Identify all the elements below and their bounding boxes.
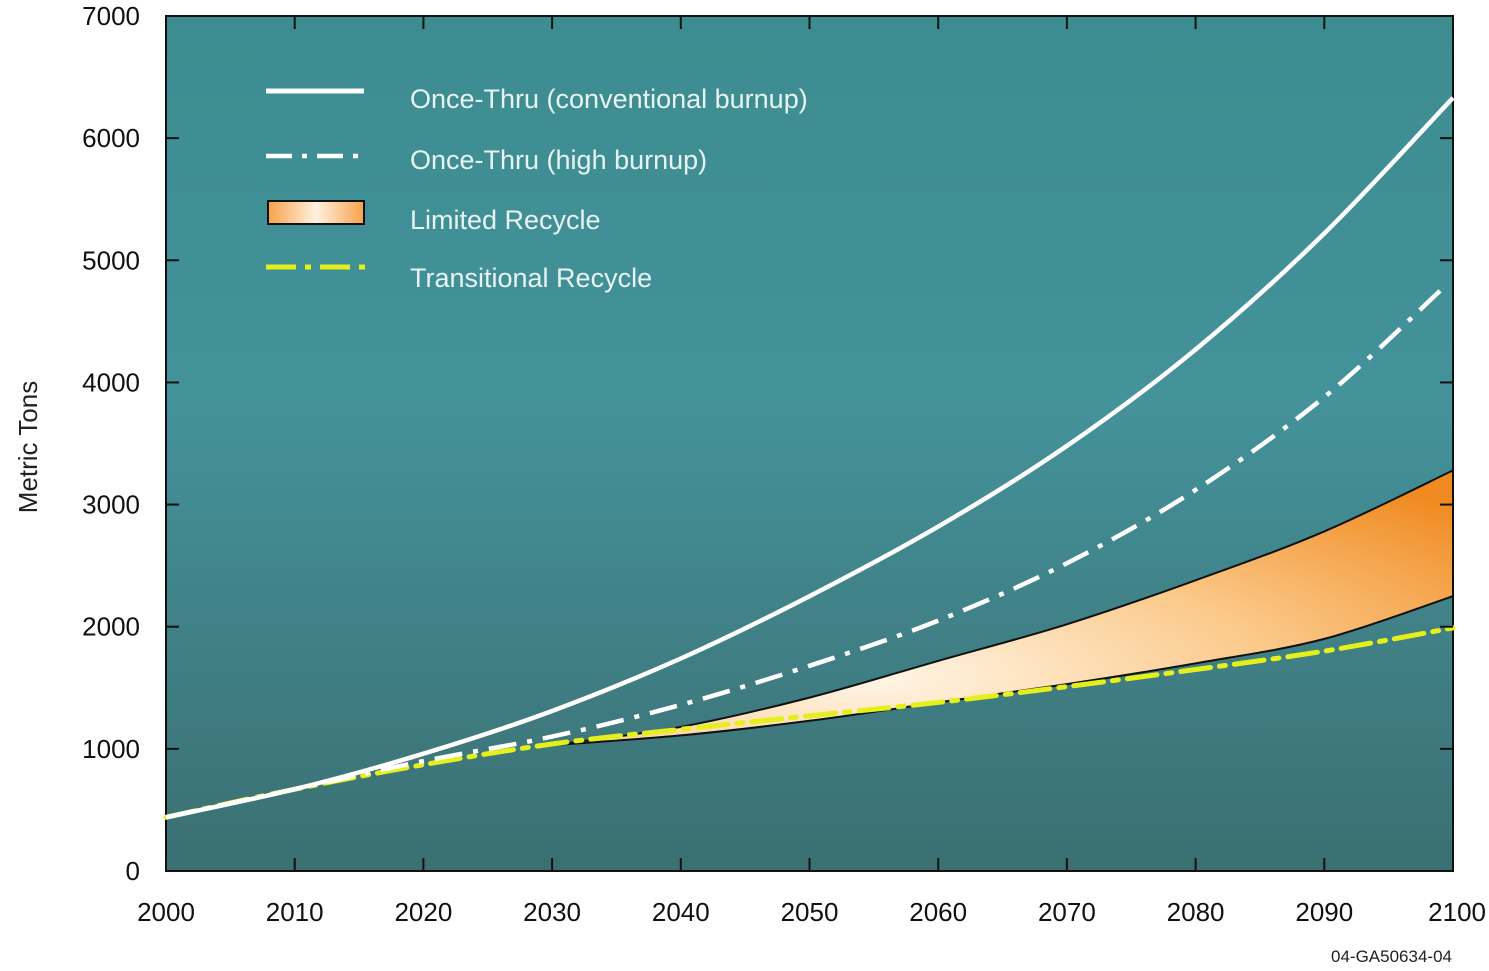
x-tick-label-2030: 2030 xyxy=(523,897,581,927)
x-tick-label-2020: 2020 xyxy=(394,897,452,927)
y-tick-label-1000: 1000 xyxy=(82,734,140,764)
y-tick-label-5000: 5000 xyxy=(82,245,140,275)
x-tick-label-2100: 2100 xyxy=(1428,897,1486,927)
y-tick-label-7000: 7000 xyxy=(82,1,140,31)
x-tick-label-2000: 2000 xyxy=(137,897,195,927)
y-tick-labels: 0 1000 2000 3000 4000 5000 6000 7000 xyxy=(82,1,140,886)
x-tick-label-2060: 2060 xyxy=(909,897,967,927)
legend-label-once-thru-high: Once-Thru (high burnup) xyxy=(410,145,707,175)
plot-background xyxy=(165,15,1454,872)
legend-swatch-limited-recycle xyxy=(267,200,365,225)
series-line-transitional-recycle xyxy=(163,625,1456,820)
series-layer xyxy=(163,96,1456,820)
x-tick-label-2010: 2010 xyxy=(266,897,324,927)
legend-label-transitional-recycle: Transitional Recycle xyxy=(410,263,652,293)
x-tick-labels: 2000 2010 2020 2030 2040 2050 2060 2070 2080 2090… xyxy=(137,897,1486,927)
series-line-once-thru-conventional xyxy=(165,96,1455,820)
x-tick-label-2090: 2090 xyxy=(1295,897,1353,927)
y-tick-label-6000: 6000 xyxy=(82,123,140,153)
x-tick-label-2040: 2040 xyxy=(652,897,710,927)
y-tick-label-4000: 4000 xyxy=(82,367,140,397)
x-tick-label-2050: 2050 xyxy=(781,897,839,927)
figure-id-annotation: 04-GA50634-04 xyxy=(1331,947,1452,966)
axis-ticks xyxy=(165,15,1454,872)
x-tick-label-2080: 2080 xyxy=(1167,897,1225,927)
limited-recycle-band-upper-edge xyxy=(551,469,1454,747)
limited-recycle-band-fill xyxy=(552,470,1453,746)
series-line-once-thru-high-burnup xyxy=(165,289,1442,820)
y-axis-label: Metric Tons xyxy=(13,381,43,513)
legend-label-once-thru-conventional: Once-Thru (conventional burnup) xyxy=(410,84,808,114)
y-tick-label-2000: 2000 xyxy=(82,612,140,642)
x-tick-label-2070: 2070 xyxy=(1038,897,1096,927)
legend-label-limited-recycle: Limited Recycle xyxy=(410,205,601,235)
legend: Once-Thru (conventional burnup) Once-Thr… xyxy=(266,84,808,293)
y-tick-label-3000: 3000 xyxy=(82,490,140,520)
limited-recycle-band-lower-edge xyxy=(552,595,1454,747)
y-tick-label-0: 0 xyxy=(126,856,140,886)
limited-recycle-band-layer xyxy=(551,469,1454,747)
